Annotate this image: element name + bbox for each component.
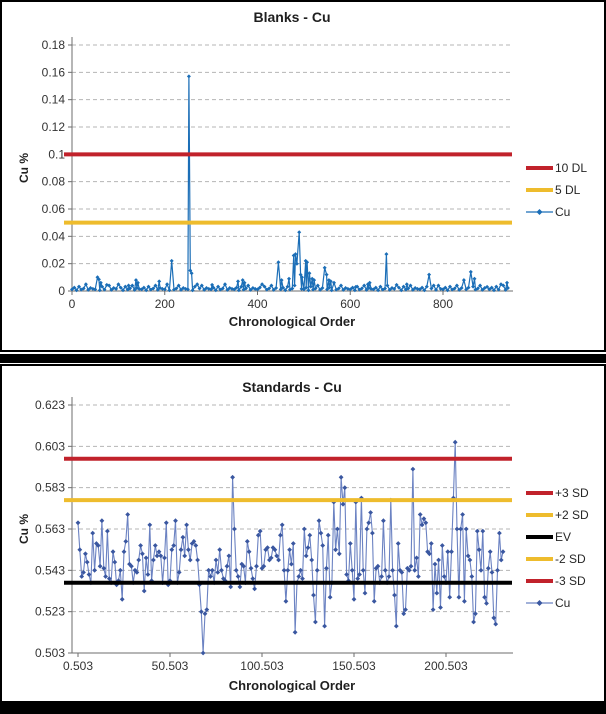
y-tick-label: 0.583 [35, 481, 65, 495]
legend-item-10-dl: 10 DL [526, 157, 587, 179]
legend-item-+3-sd: +3 SD [526, 482, 589, 504]
y-tick-label: 0.603 [35, 439, 65, 453]
y-tick-label: 0.02 [42, 257, 66, 271]
y-tick-label: 0.563 [35, 522, 65, 536]
y-tick-label: 0.14 [42, 93, 66, 107]
bottom-frame-band [0, 703, 606, 714]
cu-series-line [71, 76, 509, 293]
x-tick-label: 0.503 [63, 659, 93, 673]
legend-label: -2 SD [555, 552, 586, 566]
x-tick-label: 150.503 [332, 659, 376, 673]
legend-label: Cu [555, 596, 571, 610]
cu-series-line [77, 442, 504, 654]
legend-label: +2 SD [555, 508, 589, 522]
standards-plot-area: 0.503 0.523 0.543 0.563 0.583 0.603 0.623 0.503… [35, 397, 513, 673]
cu-series-markers [70, 74, 510, 293]
blanks-chart-title: Blanks - Cu [253, 9, 331, 25]
legend-item-ev: EV [526, 526, 589, 548]
x-tick-label: 0 [69, 297, 76, 311]
cu-series-swatch-icon [526, 209, 553, 215]
legend-item--3-sd: -3 SD [526, 570, 589, 592]
y-tick-label: 0.08 [42, 175, 66, 189]
y-tick-label: 0.523 [35, 605, 65, 619]
standards-x-axis-title: Chronological Order [228, 678, 356, 693]
panel-divider [0, 354, 606, 363]
legend-line-swatch-icon [526, 491, 553, 495]
y-tick-label: 0.503 [35, 646, 65, 660]
legend-item-5-dl: 5 DL [526, 179, 587, 201]
legend-item--2-sd: -2 SD [526, 548, 589, 570]
legend-line-swatch-icon [526, 579, 553, 583]
x-tick-label: 800 [433, 297, 453, 311]
legend-label: 5 DL [555, 183, 581, 197]
legend-item-cu: Cu [526, 201, 587, 223]
y-tick-label: 0.12 [42, 120, 66, 134]
blanks-plot-area: 0 0.02 0.04 0.06 0.08 0.1 0.12 0.14 0.16 0.18 0 200… [42, 37, 513, 311]
y-tick-label: 0.1 [48, 147, 65, 161]
y-tick-label: 0.06 [42, 202, 66, 216]
legend-line-swatch-icon [526, 513, 553, 517]
legend-label: +3 SD [555, 486, 589, 500]
x-tick-label: 100.503 [240, 659, 284, 673]
legend-label: -3 SD [555, 574, 586, 588]
standards-legend: +3 SD +2 SD EV -2 SD -3 SD Cu [526, 482, 589, 614]
standards-chart-panel: Standards - Cu Cu % 0.503 0.523 0.543 0.563… [0, 364, 606, 703]
x-tick-label: 600 [340, 297, 360, 311]
legend-item-+2-sd: +2 SD [526, 504, 589, 526]
x-tick-label: 200 [155, 297, 175, 311]
legend-line-swatch-icon [526, 535, 553, 539]
y-tick-label: 0.04 [42, 229, 66, 243]
legend-label: Cu [555, 205, 571, 219]
blanks-legend: 10 DL 5 DL Cu [526, 157, 587, 223]
cu-series-swatch-icon [526, 600, 553, 606]
y-tick-label: 0.16 [42, 65, 66, 79]
x-tick-label: 50.503 [152, 659, 189, 673]
y-tick-label: 0.623 [35, 398, 65, 412]
legend-line-swatch-icon [526, 166, 553, 170]
blanks-chart-panel: Blanks - Cu Cu % 0 0.02 0.04 0.06 0.08 0.1 0.1… [0, 0, 606, 352]
blanks-x-axis-title: Chronological Order [228, 314, 356, 329]
legend-item-cu: Cu [526, 592, 589, 614]
legend-label: EV [555, 530, 572, 544]
y-tick-label: 0.543 [35, 563, 65, 577]
legend-label: 10 DL [555, 161, 588, 175]
legend-line-swatch-icon [526, 188, 553, 192]
x-tick-label: 400 [247, 297, 267, 311]
y-tick-label: 0 [58, 284, 65, 298]
x-tick-label: 200.503 [424, 659, 468, 673]
legend-line-swatch-icon [526, 557, 553, 561]
y-tick-label: 0.18 [42, 38, 66, 52]
standards-chart-title: Standards - Cu [242, 379, 342, 395]
